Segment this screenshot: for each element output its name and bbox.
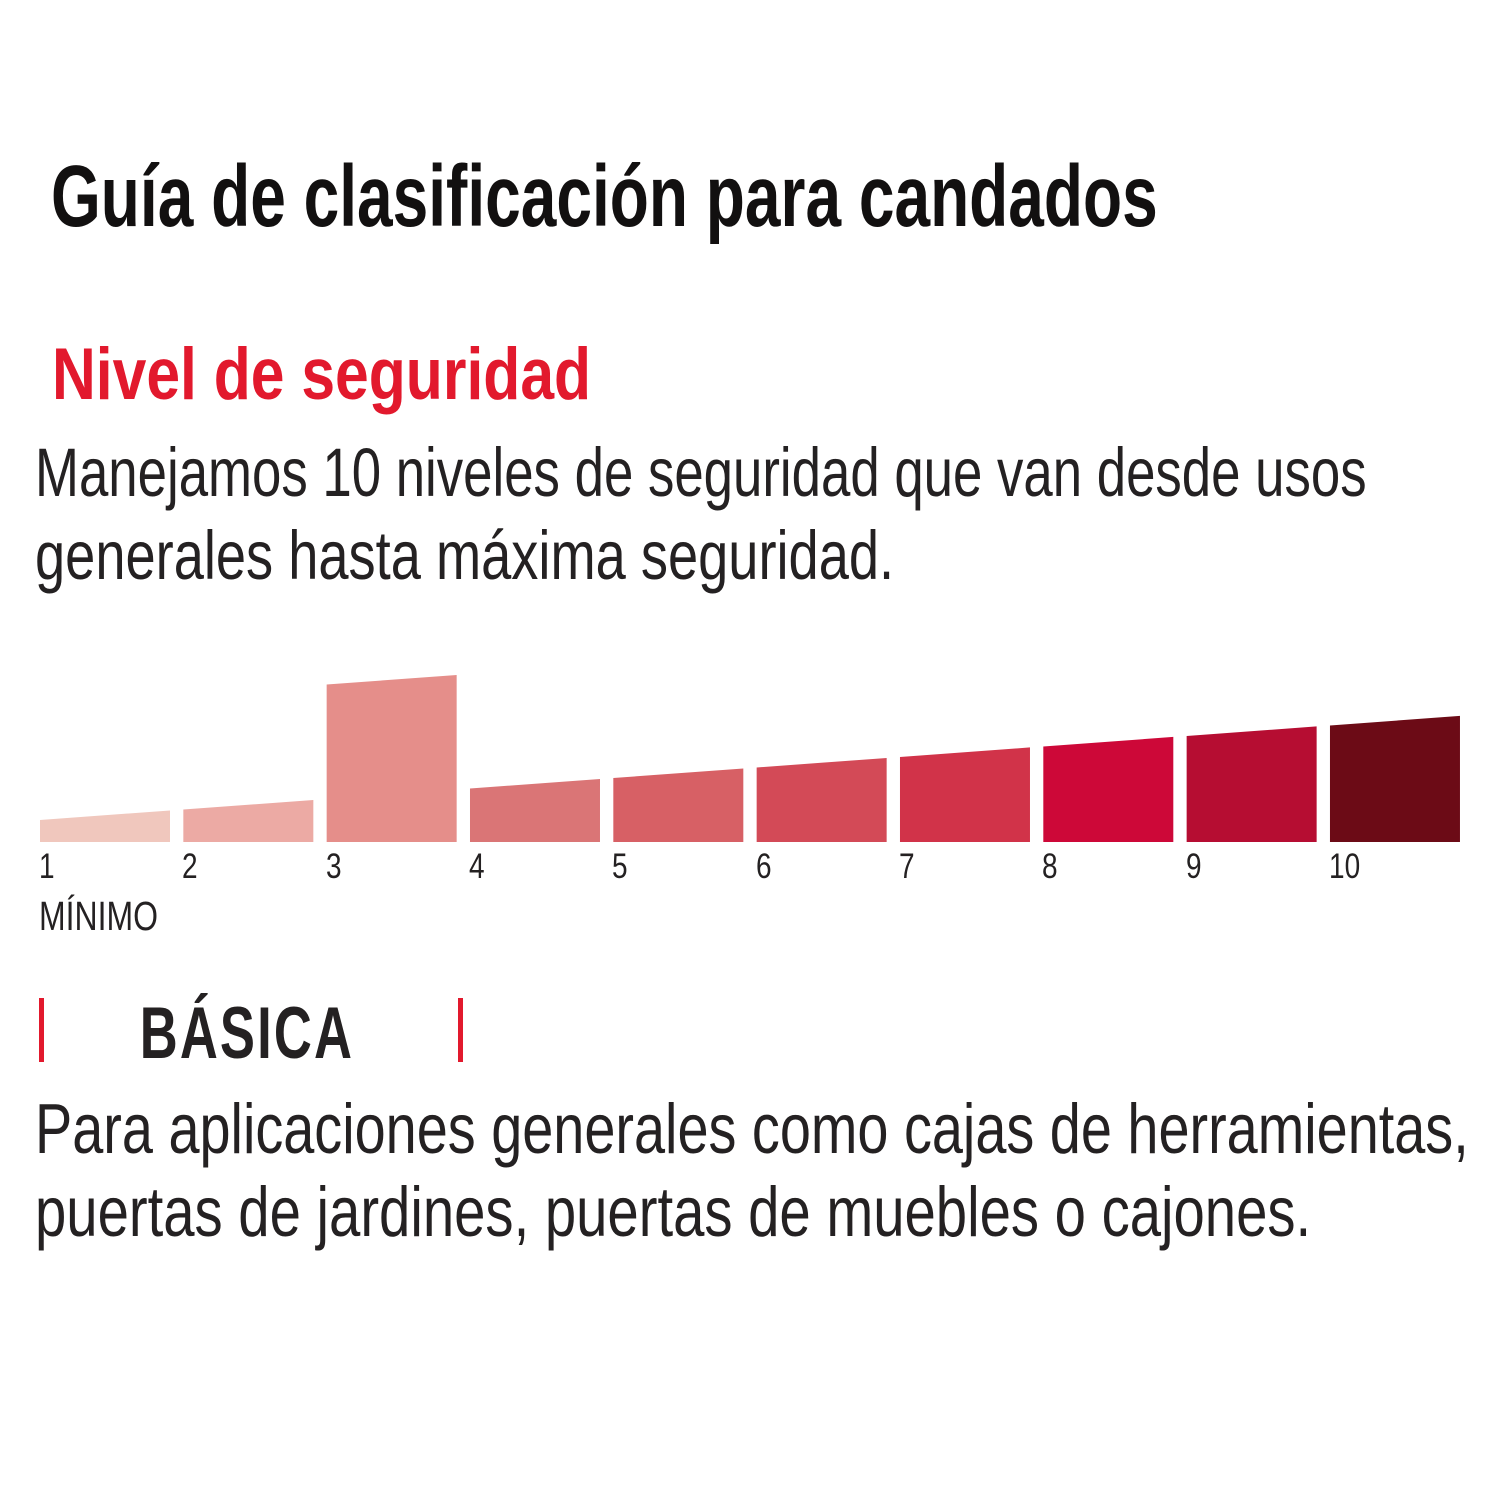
security-level-bar-7 — [899, 747, 1030, 842]
classification-label: BÁSICA — [139, 992, 354, 1074]
description-line: Manejamos 10 niveles de seguridad que va… — [35, 434, 1367, 511]
chart-axis-label-10: 10 — [1328, 846, 1361, 886]
chart-axis-label-3: 3 — [325, 846, 342, 886]
description-line: puertas de jardines, puertas de muebles … — [35, 1172, 1312, 1252]
chart-axis-label-4: 4 — [468, 846, 485, 886]
classification-description: Para aplicaciones generales como cajas d… — [35, 1087, 1500, 1253]
security-level-bar-3 — [326, 674, 457, 842]
security-level-heading: Nivel de seguridad — [52, 334, 592, 416]
security-level-bar-2 — [183, 799, 314, 842]
security-level-bar-6 — [756, 757, 887, 842]
security-level-bar-9 — [1186, 726, 1317, 842]
chart-axis-label-9: 9 — [1185, 846, 1202, 886]
chart-axis-label-1: 1 — [39, 846, 55, 886]
security-level-bar-1 — [40, 810, 170, 842]
security-level-bar-10 — [1329, 715, 1460, 842]
chart-axis-label-5: 5 — [612, 846, 628, 886]
security-level-description: Manejamos 10 niveles de seguridad que va… — [35, 432, 1500, 598]
description-line: generales hasta máxima seguridad. — [35, 517, 895, 594]
chart-axis-label-7: 7 — [898, 846, 915, 886]
security-level-bar-5 — [613, 768, 744, 842]
chart-axis-label-8: 8 — [1042, 846, 1058, 886]
classification-right-tick — [457, 997, 464, 1062]
minimum-axis-label: MÍNIMO — [39, 893, 159, 939]
chart-axis-label-2: 2 — [182, 846, 198, 886]
security-level-bar-8 — [1043, 736, 1174, 842]
security-level-bar-4 — [469, 778, 600, 842]
classification-left-tick — [38, 997, 45, 1062]
chart-axis-label-6: 6 — [755, 846, 772, 886]
description-line: Para aplicaciones generales como cajas d… — [35, 1089, 1469, 1169]
page-title: Guía de clasificación para candados — [51, 148, 1158, 246]
